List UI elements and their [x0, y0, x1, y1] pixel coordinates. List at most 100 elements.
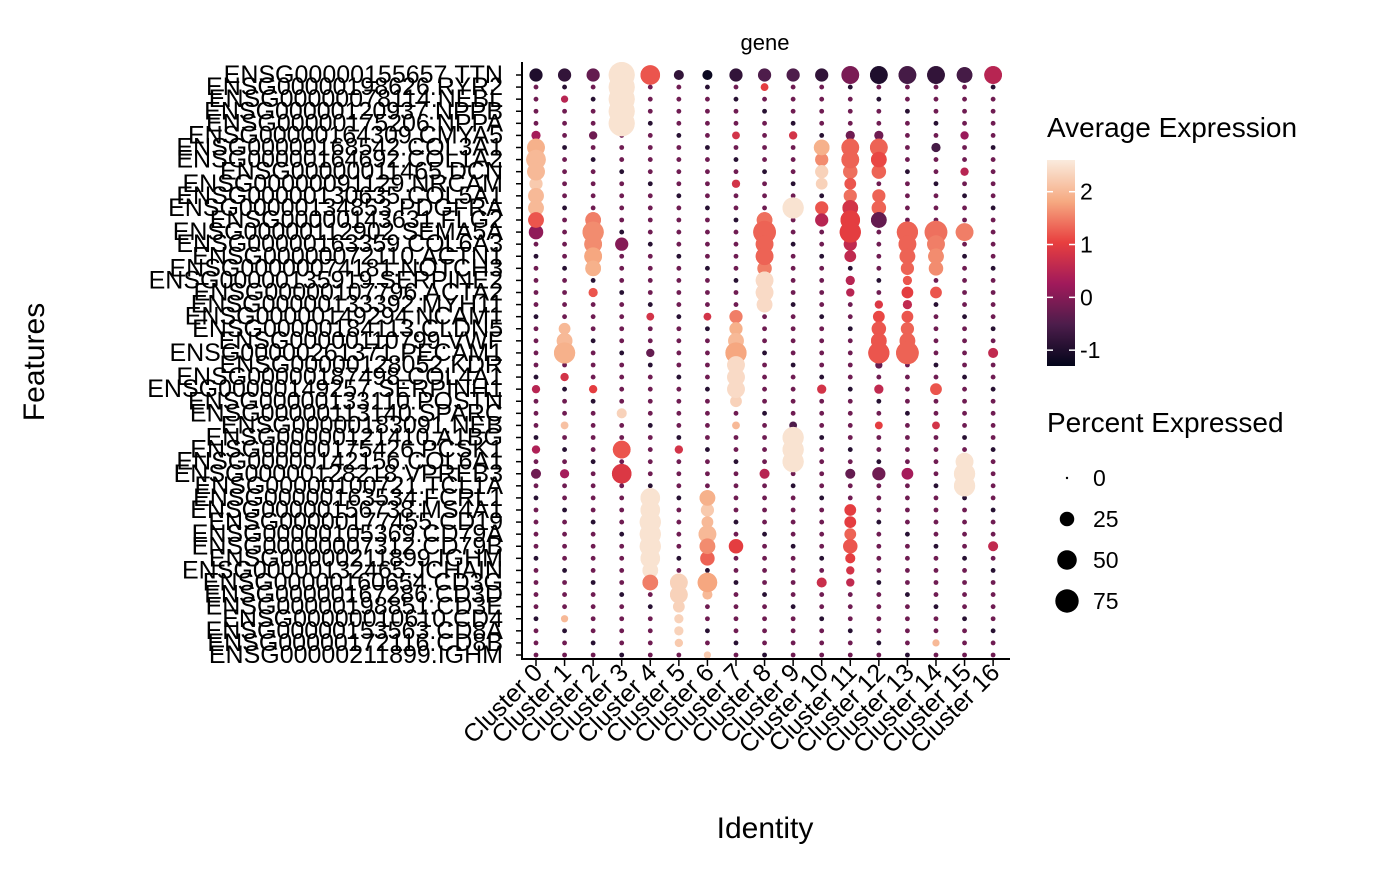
- dot-marker: [933, 326, 939, 332]
- dot-marker: [904, 157, 910, 162]
- dot-marker: [705, 145, 710, 150]
- dot-marker: [533, 398, 539, 404]
- dot-marker: [733, 120, 739, 126]
- dot-marker: [647, 278, 653, 283]
- dot-marker: [962, 326, 967, 332]
- dot-marker: [703, 312, 712, 321]
- dot-marker: [790, 616, 796, 622]
- dot-marker: [790, 169, 796, 175]
- dot-marker: [990, 145, 996, 150]
- dot-marker: [705, 447, 710, 452]
- dot-marker: [619, 507, 625, 513]
- dot-marker: [619, 193, 625, 199]
- dot-marker: [705, 410, 710, 416]
- dot-marker: [705, 241, 710, 247]
- dot-marker: [782, 451, 804, 473]
- dot-marker: [790, 290, 796, 295]
- dot-marker: [562, 398, 567, 404]
- dot-marker: [676, 555, 682, 561]
- dot-marker: [962, 495, 967, 501]
- dot-marker: [705, 265, 710, 271]
- dot-marker: [819, 471, 825, 477]
- dot-marker: [876, 253, 882, 259]
- dot-marker: [962, 543, 967, 549]
- dot-marker: [705, 108, 710, 114]
- dot-marker: [876, 543, 882, 549]
- dot-marker: [904, 555, 910, 561]
- dot-marker: [956, 67, 973, 83]
- dot-marker: [933, 555, 939, 561]
- dot-marker: [562, 483, 567, 489]
- dot-marker: [790, 108, 796, 114]
- dot-marker: [790, 157, 796, 162]
- dot-marker: [762, 592, 767, 597]
- dot-marker: [619, 616, 625, 622]
- dot-marker: [847, 616, 853, 622]
- dot-marker: [847, 652, 853, 658]
- y-tick-label: ENSG00000168542.COL3A1: [176, 134, 503, 162]
- dot-marker: [819, 628, 825, 634]
- dot-marker: [819, 108, 825, 114]
- dot-marker: [904, 84, 910, 90]
- dot-marker: [871, 321, 887, 337]
- dot-marker: [733, 302, 739, 307]
- dot-marker: [790, 410, 796, 416]
- dot-marker: [733, 290, 739, 295]
- dot-marker: [647, 410, 653, 416]
- dot-marker: [562, 278, 567, 283]
- y-tick-label: ENSG00000132465.JCHAIN: [182, 556, 503, 584]
- dot-marker: [676, 265, 682, 271]
- y-tick-label: ENSG00000128052.KDR: [219, 351, 503, 379]
- dot-marker: [562, 314, 567, 320]
- dot-marker: [819, 447, 825, 452]
- dot-marker: [933, 278, 939, 283]
- dot-marker: [990, 253, 996, 259]
- dot-marker: [790, 652, 796, 658]
- dot-marker: [874, 384, 884, 394]
- dot-marker: [701, 516, 714, 528]
- dot-marker: [990, 193, 996, 199]
- dot-marker: [904, 96, 910, 102]
- dot-marker: [733, 241, 739, 247]
- dot-marker: [619, 435, 625, 440]
- dot-marker: [647, 84, 653, 90]
- dot-marker: [755, 283, 774, 302]
- dot-marker: [817, 384, 827, 394]
- dot-marker: [846, 566, 855, 575]
- dot-marker: [530, 468, 542, 479]
- dot-marker: [904, 495, 910, 501]
- dot-marker: [757, 68, 772, 82]
- dot-marker: [815, 213, 829, 227]
- dot-marker: [843, 189, 857, 203]
- dot-marker: [590, 193, 596, 199]
- dot-marker: [898, 235, 917, 254]
- dot-marker: [876, 435, 882, 440]
- dot-marker: [533, 604, 539, 610]
- y-tick-label: ENSG00000149294.NCAM1: [185, 303, 503, 331]
- dot-marker: [590, 459, 596, 465]
- dot-marker: [788, 131, 798, 140]
- dot-marker: [762, 507, 767, 513]
- dot-marker: [705, 290, 710, 295]
- dot-marker: [990, 483, 996, 489]
- dot-marker: [528, 212, 544, 228]
- dot-marker: [819, 350, 825, 356]
- dot-marker: [619, 519, 625, 525]
- dot-marker: [990, 374, 996, 380]
- dot-marker: [819, 338, 825, 344]
- dot-marker: [927, 66, 945, 84]
- dot-marker: [904, 543, 910, 549]
- dot-marker: [933, 108, 939, 114]
- dot-marker: [705, 205, 710, 211]
- dot-marker: [933, 169, 939, 175]
- dot-marker: [819, 543, 825, 549]
- dot-marker: [962, 410, 967, 416]
- dot-marker: [619, 350, 625, 356]
- dot-marker: [762, 435, 767, 440]
- dot-marker: [733, 229, 739, 235]
- dot-marker: [790, 362, 796, 368]
- dot-marker: [562, 531, 567, 537]
- dot-marker: [876, 592, 882, 597]
- dot-marker: [590, 640, 596, 646]
- size-legend-dot: [1057, 550, 1077, 570]
